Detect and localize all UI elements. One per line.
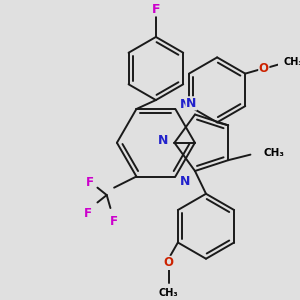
Text: CH₃: CH₃ [159,288,178,298]
Text: N: N [186,97,196,110]
Text: O: O [164,256,174,269]
Text: F: F [84,207,92,220]
Text: F: F [110,214,118,227]
Text: F: F [86,176,94,189]
Text: F: F [152,3,160,16]
Text: N: N [179,175,190,188]
Text: CH₃: CH₃ [284,57,300,67]
Text: N: N [158,134,169,147]
Text: O: O [259,61,269,75]
Text: CH₃: CH₃ [263,148,284,158]
Text: N: N [179,98,190,111]
